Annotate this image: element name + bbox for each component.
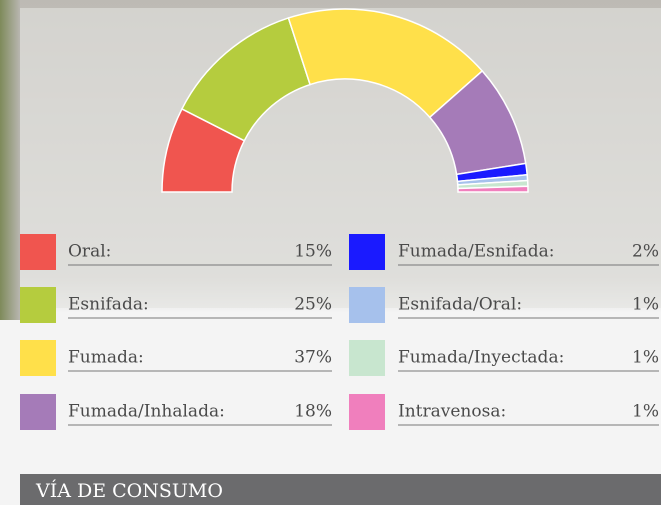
legend-value: 37% <box>294 348 332 368</box>
legend-value: 15% <box>294 242 332 262</box>
legend-label: Fumada/Esnifada: <box>398 242 554 262</box>
legend-swatch <box>20 234 56 270</box>
background-photo <box>0 0 20 320</box>
legend-value: 25% <box>294 295 332 315</box>
legend-label: Oral: <box>68 242 111 262</box>
legend-value: 1% <box>632 402 659 422</box>
legend-swatch <box>20 287 56 323</box>
legend-label: Fumada: <box>68 348 144 368</box>
legend-value: 2% <box>632 242 659 262</box>
legend-swatch <box>349 340 385 376</box>
chart-title: VÍA DE CONSUMO <box>35 479 223 502</box>
legend-value: 1% <box>632 348 659 368</box>
legend-label: Esnifada: <box>68 295 149 315</box>
legend-swatch <box>20 340 56 376</box>
legend-swatch <box>349 394 385 430</box>
legend-swatch <box>349 287 385 323</box>
donut-segment <box>457 185 529 193</box>
legend-label: Esnifada/Oral: <box>398 295 522 315</box>
donut <box>161 8 529 193</box>
legend-label: Intravenosa: <box>398 402 506 422</box>
legend-swatch <box>349 234 385 270</box>
legend-label: Fumada/Inyectada: <box>398 348 564 368</box>
title-bar <box>20 474 661 505</box>
legend-value: 1% <box>632 295 659 315</box>
legend-value: 18% <box>294 402 332 422</box>
legend-swatch <box>20 394 56 430</box>
legend-label: Fumada/Inhalada: <box>68 402 225 422</box>
legend: Oral: 15% Esnifada: 25% Fumada: 37% Fumada/Inh… <box>20 234 659 430</box>
